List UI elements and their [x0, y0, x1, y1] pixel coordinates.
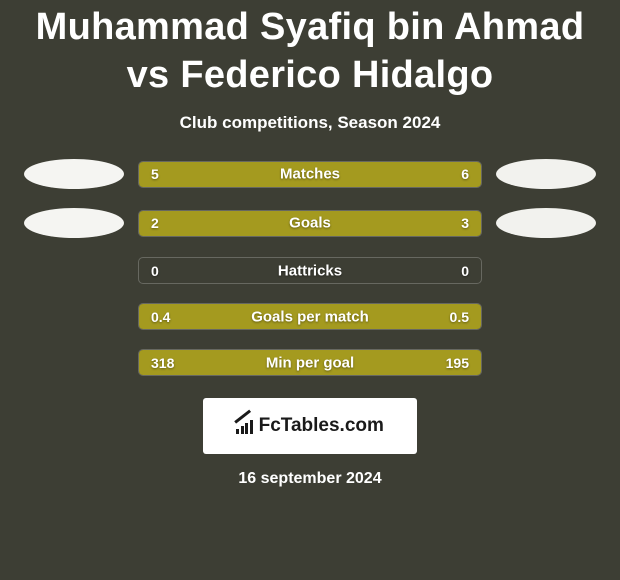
stat-right-value: 0: [461, 263, 469, 279]
bar-left-fill: [139, 162, 295, 187]
stat-row: 0 Hattricks 0: [0, 257, 620, 284]
icon-bar: [241, 426, 244, 434]
stat-rows: 5 Matches 6 2 Goals 3 0 Hattricks 0 0.4 Goals per …: [0, 159, 620, 376]
date-line: 16 september 2024: [0, 470, 620, 488]
stat-row: 5 Matches 6: [0, 159, 620, 189]
comparison-subtitle: Club competitions, Season 2024: [0, 113, 620, 133]
bar-chart-icon: [236, 418, 253, 434]
comparison-title: Muhammad Syafiq bin Ahmad vs Federico Hi…: [0, 0, 620, 99]
stat-left-value: 0: [151, 263, 159, 279]
brand-card: FcTables.com: [203, 398, 417, 454]
stat-row: 318 Min per goal 195: [0, 349, 620, 376]
player1-avatar: [24, 208, 124, 238]
stat-label: Min per goal: [266, 354, 354, 371]
icon-bar: [236, 429, 239, 434]
stat-bar: 0 Hattricks 0: [138, 257, 482, 284]
stat-right-value: 0.5: [450, 309, 469, 325]
stat-right-value: 6: [461, 166, 469, 182]
stat-left-value: 0.4: [151, 309, 170, 325]
icon-bar: [245, 423, 248, 434]
stat-bar: 5 Matches 6: [138, 161, 482, 188]
stat-row: 0.4 Goals per match 0.5: [0, 303, 620, 330]
player2-avatar: [496, 208, 596, 238]
stat-left-value: 2: [151, 215, 159, 231]
brand-text: FcTables.com: [259, 415, 384, 437]
stat-bar: 0.4 Goals per match 0.5: [138, 303, 482, 330]
stat-label: Matches: [280, 166, 340, 183]
stat-label: Hattricks: [278, 262, 342, 279]
bar-left-fill: [139, 211, 276, 236]
stat-right-value: 3: [461, 215, 469, 231]
player1-avatar: [24, 159, 124, 189]
stat-label: Goals per match: [251, 308, 369, 325]
stat-left-value: 318: [151, 355, 174, 371]
stat-right-value: 195: [446, 355, 469, 371]
player2-avatar: [496, 159, 596, 189]
icon-bar: [250, 420, 253, 434]
stat-bar: 318 Min per goal 195: [138, 349, 482, 376]
stat-bar: 2 Goals 3: [138, 210, 482, 237]
stat-row: 2 Goals 3: [0, 208, 620, 238]
stat-left-value: 5: [151, 166, 159, 182]
icon-trend-line: [234, 409, 251, 423]
stat-label: Goals: [289, 215, 331, 232]
